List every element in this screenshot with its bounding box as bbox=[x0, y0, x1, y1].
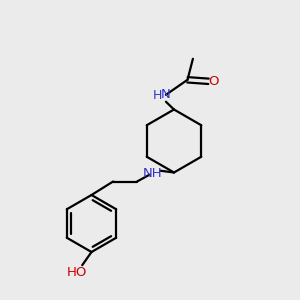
Text: NH: NH bbox=[143, 167, 163, 180]
Text: HO: HO bbox=[67, 266, 87, 279]
Text: O: O bbox=[209, 75, 219, 88]
Text: N: N bbox=[161, 88, 171, 101]
Text: H: H bbox=[153, 88, 162, 102]
